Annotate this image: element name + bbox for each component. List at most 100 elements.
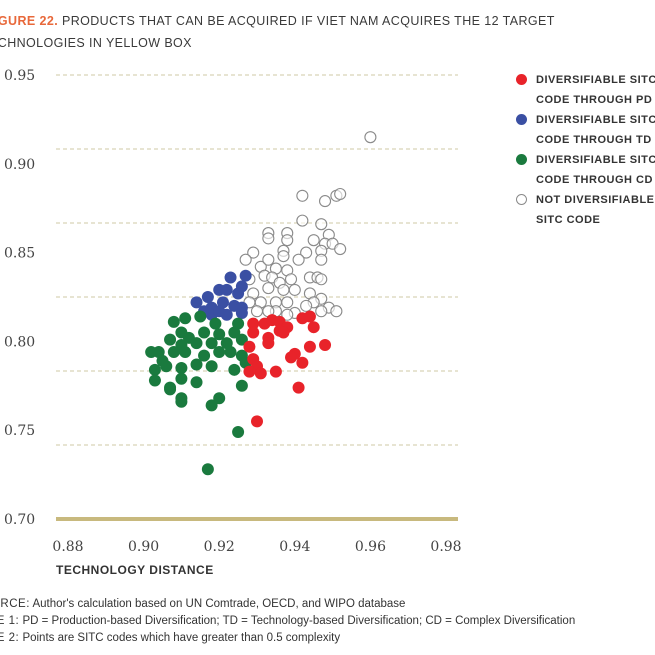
note-1-text: PD = Production-based Diversification; T…: [22, 615, 576, 627]
y-tick-label: 0.95: [4, 68, 35, 84]
data-point: [175, 362, 188, 375]
data-point: [303, 340, 316, 353]
data-point: [179, 312, 192, 325]
legend-label-pd: DIVERSIFIABLE SITC CODE THROUGH PD: [536, 74, 655, 106]
data-point: [277, 250, 290, 263]
data-point: [175, 392, 188, 405]
data-point: [235, 306, 248, 319]
data-point: [262, 337, 275, 350]
x-tick-label: 0.92: [204, 539, 235, 555]
data-point: [281, 296, 294, 309]
y-tick-label: 0.70: [4, 512, 35, 528]
data-point: [334, 242, 347, 256]
note-2: NOTE 2: Points are SITC codes which have…: [0, 630, 575, 647]
data-point: [247, 246, 260, 259]
y-tick-label: 0.85: [4, 246, 35, 262]
data-point: [315, 305, 328, 318]
data-point: [175, 372, 188, 385]
data-point: [296, 214, 309, 227]
data-point: [307, 234, 320, 247]
legend-label-not-diversifiable: NOT DIVERSIFIABLE SITC CODE: [536, 194, 655, 226]
data-point: [292, 253, 305, 266]
y-tick-label: 0.75: [4, 423, 35, 439]
data-point: [296, 189, 309, 202]
figure-label: FIGURE 22.: [0, 14, 59, 28]
chart-title: FIGURE 22. PRODUCTS THAT CAN BE ACQUIRED…: [0, 10, 555, 54]
data-point: [262, 282, 275, 295]
data-point: [201, 463, 214, 476]
data-point: [250, 305, 264, 318]
note-2-label: NOTE 2:: [0, 632, 20, 644]
data-point: [190, 337, 203, 350]
legend-label-td: DIVERSIFIABLE SITC CODE THROUGH TD: [536, 114, 655, 146]
data-point: [247, 326, 260, 339]
source-note: SOURCE: Author's calculation based on UN…: [0, 596, 575, 613]
data-point: [288, 283, 301, 296]
data-point: [235, 379, 248, 392]
note-1: NOTE 1: PD = Production-based Diversific…: [0, 613, 575, 630]
data-point: [334, 187, 347, 201]
data-point: [254, 367, 267, 380]
data-point: [164, 383, 177, 396]
data-point: [205, 399, 218, 412]
data-point: [262, 253, 275, 266]
data-point: [281, 234, 294, 247]
data-point: [156, 354, 169, 367]
data-point: [179, 346, 192, 359]
data-point: [315, 218, 328, 231]
data-point: [303, 310, 316, 323]
data-point: [243, 340, 256, 353]
data-point: [148, 374, 161, 387]
data-point: [315, 273, 328, 286]
data-point: [281, 308, 294, 321]
data-point: [239, 269, 252, 282]
data-point: [213, 392, 226, 405]
data-point: [243, 365, 256, 378]
legend-marker-cd: [516, 154, 527, 165]
x-tick-label: 0.98: [430, 539, 461, 555]
data-point: [209, 317, 222, 330]
data-point: [198, 326, 211, 339]
x-axis-label: TECHNOLOGY DISTANCE: [56, 563, 214, 577]
source-text: Author's calculation based on UN Comtrad…: [32, 598, 406, 610]
data-point: [277, 326, 290, 339]
y-tick-label: 0.90: [4, 157, 35, 173]
data-point: [315, 253, 328, 266]
data-point: [167, 346, 180, 359]
data-point: [148, 363, 161, 376]
title-line-1: PRODUCTS THAT CAN BE ACQUIRED IF VIET NA…: [61, 14, 555, 28]
note-1-label: NOTE 1:: [0, 615, 20, 627]
data-point: [164, 333, 177, 346]
data-point: [269, 365, 282, 378]
data-point: [247, 317, 260, 330]
data-point: [224, 271, 237, 284]
data-point: [262, 232, 275, 245]
y-tick-label: 0.80: [4, 334, 35, 350]
data-point: [205, 360, 218, 373]
data-point: [251, 415, 263, 428]
data-point: [224, 346, 237, 359]
data-point: [284, 273, 298, 286]
data-point: [277, 283, 290, 296]
data-point: [190, 358, 203, 371]
x-tick-label: 0.94: [279, 539, 310, 555]
x-tick-label: 0.90: [128, 539, 159, 555]
data-point: [318, 195, 332, 208]
data-point: [300, 299, 313, 312]
data-point: [201, 291, 214, 303]
source-label: SOURCE:: [0, 598, 30, 610]
data-point: [213, 346, 226, 359]
data-point: [239, 253, 252, 266]
data-point: [228, 326, 241, 339]
legend-label-cd: DIVERSIFIABLE SITC CODE THROUGH CD: [536, 154, 655, 186]
legend-marker-td: [516, 114, 527, 125]
data-point: [198, 349, 211, 362]
footnotes: SOURCE: Author's calculation based on UN…: [0, 596, 575, 647]
data-point: [190, 376, 203, 389]
note-2-text: Points are SITC codes which have greater…: [22, 632, 341, 644]
data-point: [167, 315, 180, 328]
data-point: [220, 283, 233, 296]
data-point: [213, 305, 226, 318]
data-point: [228, 363, 241, 376]
data-point: [205, 337, 218, 350]
